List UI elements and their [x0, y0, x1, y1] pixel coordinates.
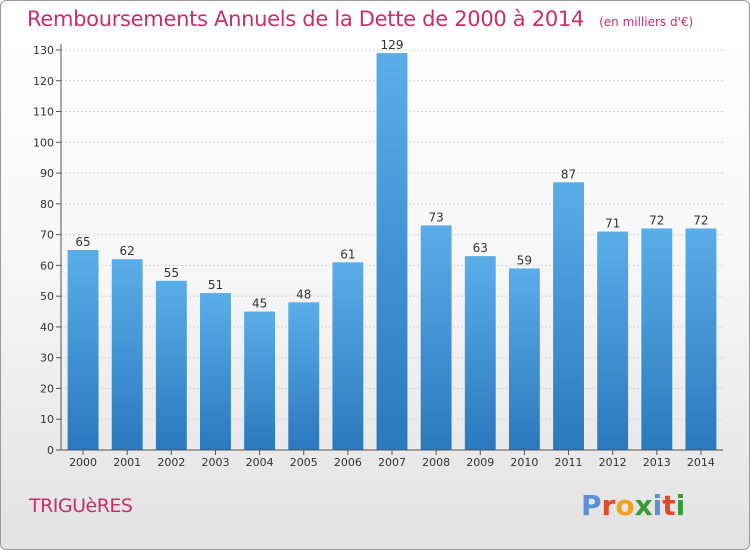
bar-value-label: 62 — [120, 244, 135, 258]
bar-2010 — [508, 268, 540, 450]
bar-2012 — [597, 231, 629, 450]
bar-2009 — [464, 256, 496, 450]
y-tick-label: 0 — [47, 444, 54, 457]
y-tick-label: 80 — [40, 198, 54, 211]
bar-2007 — [376, 53, 408, 450]
y-tick-label: 120 — [33, 75, 54, 88]
bar-2001 — [111, 259, 143, 450]
x-tick-label: 2013 — [643, 456, 671, 469]
x-tick-label: 2011 — [555, 456, 583, 469]
bar-2008 — [420, 225, 452, 450]
bar-value-label: 71 — [605, 217, 620, 231]
logo-letter: x — [634, 489, 653, 522]
bar-value-label: 61 — [340, 247, 355, 261]
x-tick-label: 2010 — [510, 456, 538, 469]
bar-value-label: 51 — [208, 278, 223, 292]
bar-value-label: 87 — [561, 167, 576, 181]
bar-2005 — [288, 302, 320, 450]
bar-2000 — [67, 250, 99, 450]
bar-value-label: 72 — [649, 213, 664, 227]
logo-letter: o — [615, 489, 635, 522]
logo-letter: P — [581, 489, 602, 522]
bar-2003 — [200, 293, 231, 450]
x-tick-label: 2007 — [378, 456, 406, 469]
x-tick-label: 2004 — [246, 456, 274, 469]
bar-value-label: 59 — [517, 253, 532, 267]
y-tick-label: 50 — [40, 290, 54, 303]
logo-letter: r — [601, 489, 616, 522]
x-tick-label: 2000 — [69, 456, 97, 469]
bar-2002 — [155, 280, 187, 450]
location-name: TRIGUèRES — [29, 495, 133, 517]
y-tick-label: 60 — [40, 259, 54, 272]
logo-letter: i — [675, 489, 686, 522]
bar-value-label: 63 — [473, 241, 488, 255]
bar-value-label: 48 — [296, 287, 311, 301]
bar-value-label: 73 — [428, 210, 443, 224]
bar-value-label: 65 — [75, 235, 90, 249]
y-tick-label: 130 — [33, 44, 54, 57]
x-tick-label: 2001 — [113, 456, 141, 469]
bar-value-label: 55 — [164, 266, 179, 280]
x-tick-label: 2003 — [201, 456, 229, 469]
proxiti-logo[interactable]: Proxiti — [581, 489, 685, 522]
x-tick-label: 2006 — [334, 456, 362, 469]
x-tick-label: 2012 — [599, 456, 627, 469]
x-tick-label: 2008 — [422, 456, 450, 469]
y-tick-label: 90 — [40, 167, 54, 180]
y-tick-label: 110 — [33, 106, 54, 119]
bar-value-label: 72 — [693, 213, 708, 227]
x-tick-label: 2002 — [157, 456, 185, 469]
chart-subtitle: (en milliers d'€) — [599, 15, 694, 29]
bar-value-label: 129 — [381, 38, 404, 52]
chart-title: Remboursements Annuels de la Dette de 20… — [27, 7, 584, 31]
bar-value-label: 45 — [252, 297, 267, 311]
y-tick-label: 70 — [40, 229, 54, 242]
x-tick-label: 2005 — [290, 456, 318, 469]
x-tick-label: 2014 — [687, 456, 715, 469]
y-tick-label: 40 — [40, 321, 54, 334]
y-tick-label: 100 — [33, 136, 54, 149]
bar-2004 — [244, 311, 276, 450]
bar-2011 — [553, 182, 584, 451]
bar-2013 — [641, 228, 673, 450]
y-tick-label: 20 — [40, 382, 54, 395]
y-tick-label: 10 — [40, 413, 54, 426]
bar-2014 — [685, 228, 717, 450]
logo-letter: i — [652, 489, 663, 522]
x-tick-label: 2009 — [466, 456, 494, 469]
y-tick-label: 30 — [40, 352, 54, 365]
bar-2006 — [332, 262, 364, 450]
chart-title-row: Remboursements Annuels de la Dette de 20… — [27, 7, 693, 31]
logo-letter: t — [662, 489, 676, 522]
